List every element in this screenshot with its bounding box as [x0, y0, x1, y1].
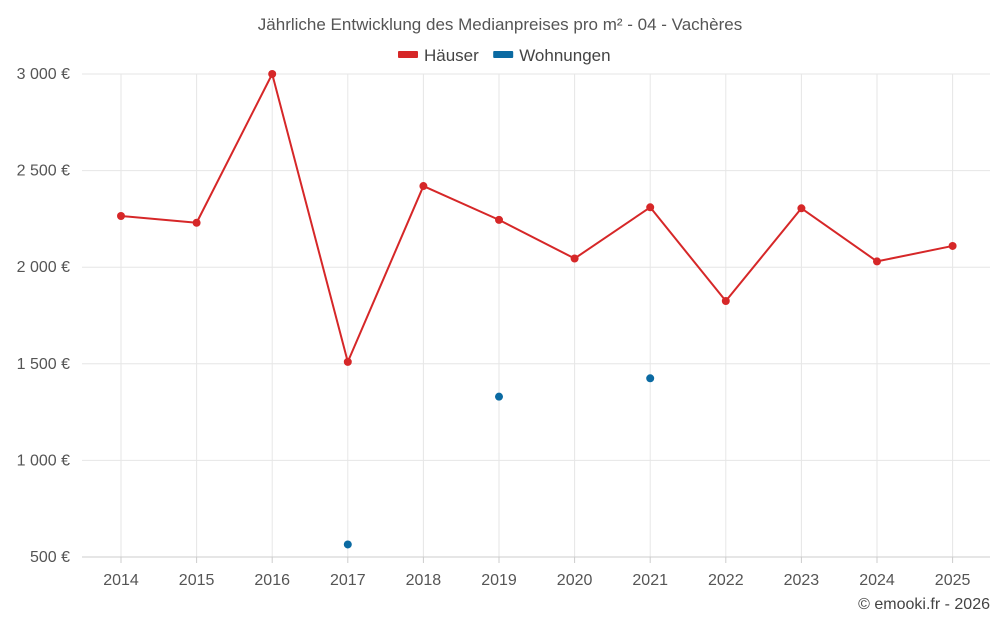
- x-tick-label: 2021: [632, 572, 668, 589]
- data-point[interactable]: [495, 392, 503, 401]
- legend-item[interactable]: Wohnungen: [493, 46, 611, 65]
- legend-label: Häuser: [424, 46, 479, 65]
- y-axis: 500 € 1 000 € 1 500 € 2 000 € 2 500 € 3 000 €: [17, 66, 70, 566]
- x-tick-label: 2019: [481, 572, 517, 589]
- credit-label: © emooki.fr - 2026: [858, 596, 990, 613]
- data-point[interactable]: [721, 297, 730, 306]
- data-point[interactable]: [117, 212, 125, 221]
- data-point[interactable]: [268, 70, 277, 78]
- grid: [82, 73, 990, 558]
- data-point[interactable]: [343, 540, 352, 549]
- x-tick-label: 2018: [406, 572, 442, 589]
- x-tick-label: 2017: [330, 572, 366, 589]
- x-tick-label: 2020: [557, 572, 593, 589]
- legend-swatch: [398, 51, 418, 58]
- series-line: [120, 73, 953, 363]
- y-tick-label: 500 €: [30, 549, 70, 566]
- data-point[interactable]: [646, 374, 655, 383]
- data-point[interactable]: [797, 204, 806, 213]
- data-point[interactable]: [873, 257, 881, 266]
- x-tick-label: 2022: [708, 572, 744, 589]
- legend: Häuser Wohnungen: [398, 46, 611, 65]
- series-wohnungen: [343, 374, 655, 549]
- chart-title: Jährliche Entwicklung des Medianpreises …: [258, 15, 742, 34]
- series-häuser: [117, 70, 957, 366]
- data-point[interactable]: [419, 182, 428, 191]
- plot-area: [117, 70, 957, 549]
- legend-label: Wohnungen: [519, 46, 610, 65]
- y-tick-label: 1 500 €: [17, 356, 70, 373]
- y-tick-label: 2 000 €: [17, 259, 70, 276]
- x-tick-label: 2015: [179, 572, 215, 589]
- x-tick-label: 2024: [859, 572, 895, 589]
- x-tick-label: 2016: [254, 572, 290, 589]
- data-point[interactable]: [343, 357, 352, 366]
- x-tick-label: 2023: [784, 572, 820, 589]
- x-axis: 2014 2015 2016 2017 2018 2019 2020 2021 2022 2023…: [82, 556, 990, 589]
- data-point[interactable]: [192, 218, 201, 227]
- data-point[interactable]: [646, 203, 655, 212]
- x-tick-label: 2025: [935, 572, 971, 589]
- data-point[interactable]: [948, 241, 957, 250]
- y-tick-label: 3 000 €: [17, 66, 70, 83]
- data-point[interactable]: [495, 215, 503, 224]
- y-tick-label: 2 500 €: [17, 163, 70, 180]
- y-tick-label: 1 000 €: [17, 452, 70, 469]
- x-tick-label: 2014: [103, 572, 139, 589]
- legend-swatch: [493, 51, 514, 58]
- legend-item[interactable]: Häuser: [398, 46, 479, 65]
- data-point[interactable]: [570, 254, 579, 263]
